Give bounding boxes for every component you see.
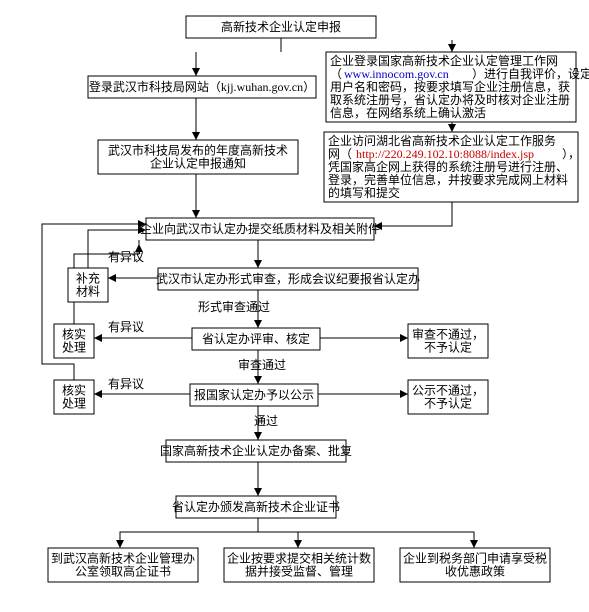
node-n18-line1: 据并接受监督、管理 — [245, 563, 353, 578]
node-n4-line4: 的填写和提交 — [328, 185, 400, 200]
node-n17: 到武汉高新技术企业管理办公室领取高企证书 — [48, 548, 198, 582]
edge-label-l2: 形式审查通过 — [198, 299, 270, 314]
node-n8: 武汉市认定办形式审查，形成会议纪要报省认定办 — [156, 268, 420, 290]
node-n5-line0: 武汉市科技局发布的年度高新技术 — [108, 142, 288, 157]
node-n5-line1: 企业认定申报通知 — [150, 155, 246, 170]
svg-text:网（: 网（ — [328, 147, 352, 161]
node-n9-line1: 处理 — [62, 340, 86, 354]
node-n11-line0: 审查不通过， — [412, 326, 484, 341]
node-n5: 武汉市科技局发布的年度高新技术企业认定申报通知 — [98, 140, 298, 174]
node-n12-line1: 处理 — [62, 396, 86, 410]
node-n6-line0: 企业向武汉市认定办提交纸质材料及相关附件 — [140, 221, 380, 236]
node-n12: 核实处理 — [54, 380, 94, 414]
node-n14-line1: 不予认定 — [424, 395, 472, 410]
svg-text:http://220.249.102.10:8088/ind: http://220.249.102.10:8088/index.jsp — [356, 147, 534, 161]
node-n1: 高新技术企业认定申报 — [186, 16, 376, 38]
node-n6: 企业向武汉市认定办提交纸质材料及相关附件 — [140, 218, 380, 240]
node-n7-line1: 材料 — [76, 284, 100, 298]
node-n3-line0: 登录武汉市科技局网站（kjj.wuhan.gov.cn） — [89, 79, 315, 94]
node-n11-line1: 不予认定 — [424, 339, 472, 354]
node-n4-line2: 凭国家高企网上获得的系统注册号进行注册、 — [328, 159, 568, 174]
edge-label-l4: 审查通过 — [238, 357, 286, 372]
node-n19-line1: 收优惠政策 — [445, 564, 505, 578]
node-n15: 国家高新技术企业认定办备案、批复 — [160, 440, 352, 462]
node-n14-line0: 公示不通过， — [412, 383, 484, 397]
svg-text:www.innocom.gov.cn: www.innocom.gov.cn — [344, 67, 449, 81]
node-n13: 报国家认定办予以公示 — [190, 384, 318, 406]
node-n8-line0: 武汉市认定办形式审查，形成会议纪要报省认定办 — [156, 271, 420, 286]
node-n15-line0: 国家高新技术企业认定办备案、批复 — [160, 443, 352, 458]
edge-label-l5: 有异议 — [108, 377, 144, 391]
svg-text:），: ）， — [562, 147, 580, 161]
node-n17-line0: 到武汉高新技术企业管理办 — [51, 550, 195, 565]
node-n18-line0: 企业按要求提交相关统计数 — [227, 550, 371, 565]
node-n7: 补充材料 — [68, 268, 108, 302]
node-n4-line0: 企业访问湖北省高新技术企业认定工作服务 — [328, 133, 556, 148]
node-n4: 企业访问湖北省高新技术企业认定工作服务网（ http://220.249.102.… — [324, 132, 580, 202]
node-n16: 省认定办颁发高新技术企业证书 — [172, 496, 340, 518]
node-n9-line0: 核实 — [62, 326, 86, 341]
node-n14: 公示不通过，不予认定 — [408, 380, 488, 414]
node-n17-line1: 公室领取高企证书 — [75, 563, 171, 578]
node-n4-line3: 登录，完善单位信息，并按要求完成网上材料 — [328, 172, 568, 187]
edge-label-l1: 有异议 — [108, 250, 144, 264]
node-n18: 企业按要求提交相关统计数据并接受监督、管理 — [224, 548, 374, 582]
node-n19: 企业到税务部门申请享受税收优惠政策 — [400, 548, 550, 582]
node-n19-line0: 企业到税务部门申请享受税 — [403, 550, 547, 565]
edge-label-l3: 有异议 — [108, 320, 144, 334]
node-n13-line0: 报国家认定办予以公示 — [194, 387, 314, 402]
node-n11: 审查不通过，不予认定 — [408, 324, 488, 358]
svg-text:（: （ — [330, 67, 342, 81]
node-n10-line0: 省认定办评审、核定 — [202, 331, 310, 346]
node-n2-line0: 企业登录国家高新技术企业认定管理工作网 — [330, 53, 558, 68]
node-n1-line0: 高新技术企业认定申报 — [221, 19, 341, 34]
node-n10: 省认定办评审、核定 — [192, 328, 320, 350]
node-n2: 企业登录国家高新技术企业认定管理工作网（www.innocom.gov.cn ）进… — [326, 52, 589, 122]
node-n2-line3: 取系统注册号，省认定办将及时核对企业注册 — [330, 92, 570, 107]
edge-label-l6: 通过 — [254, 414, 278, 428]
node-n16-line0: 省认定办颁发高新技术企业证书 — [172, 499, 340, 514]
node-n12-line0: 核实 — [62, 382, 86, 397]
node-n2-line4: 信息，在网络系统上确认激活 — [330, 105, 486, 120]
node-n7-line0: 补充 — [76, 270, 100, 285]
node-n3: 登录武汉市科技局网站（kjj.wuhan.gov.cn） — [88, 76, 316, 98]
flowchart: 高新技术企业认定申报企业登录国家高新技术企业认定管理工作网（www.innoco… — [8, 8, 589, 604]
node-n2-line2: 用户名和密码，按要求填写企业注册信息，获 — [330, 79, 570, 94]
svg-text:）进行自我评价，设定: ）进行自我评价，设定 — [472, 66, 589, 81]
node-n9: 核实处理 — [54, 324, 94, 358]
